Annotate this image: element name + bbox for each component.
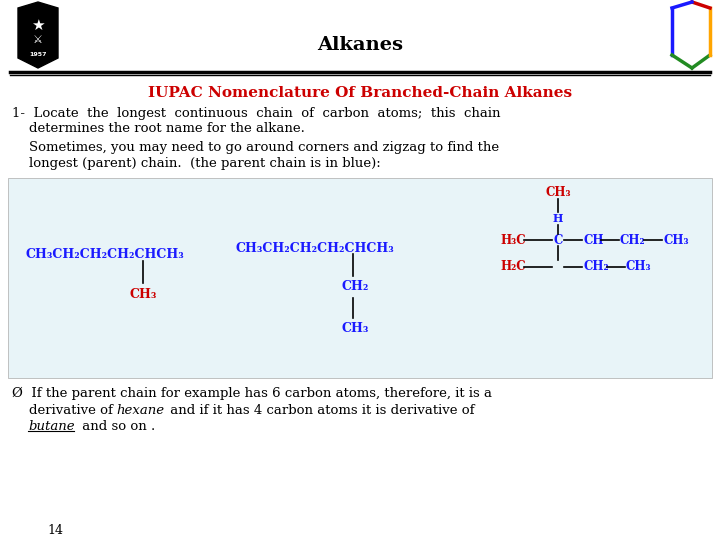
- Text: CH₃CH₂CH₂CH₂CHCH₃: CH₃CH₂CH₂CH₂CHCH₃: [235, 241, 394, 254]
- Text: CH₂: CH₂: [342, 280, 369, 293]
- Text: CH₃: CH₃: [342, 321, 369, 334]
- Text: CH₂: CH₂: [583, 260, 608, 273]
- Text: hexane: hexane: [116, 403, 164, 416]
- Text: CH₃CH₂CH₂CH₂CHCH₃: CH₃CH₂CH₂CH₂CHCH₃: [25, 248, 184, 261]
- Text: butane: butane: [28, 421, 75, 434]
- Text: determines the root name for the alkane.: determines the root name for the alkane.: [12, 122, 305, 134]
- Text: ★: ★: [31, 17, 45, 32]
- Text: 14: 14: [47, 523, 63, 537]
- Text: longest (parent) chain.  (the parent chain is in blue):: longest (parent) chain. (the parent chai…: [12, 157, 381, 170]
- Text: H₂C: H₂C: [500, 260, 526, 273]
- Text: CH₃: CH₃: [663, 233, 688, 246]
- Text: CH₃: CH₃: [626, 260, 652, 273]
- Text: Sometimes, you may need to go around corners and zigzag to find the: Sometimes, you may need to go around cor…: [12, 141, 499, 154]
- Text: CH₃: CH₃: [130, 288, 158, 301]
- Text: 1-  Locate  the  longest  continuous  chain  of  carbon  atoms;  this  chain: 1- Locate the longest continuous chain o…: [12, 106, 500, 119]
- Text: IUPAC Nomenclature Of Branched-Chain Alkanes: IUPAC Nomenclature Of Branched-Chain Alk…: [148, 86, 572, 100]
- Polygon shape: [18, 2, 58, 68]
- FancyBboxPatch shape: [8, 178, 712, 378]
- Text: and so on .: and so on .: [78, 421, 156, 434]
- Text: and if it has 4 carbon atoms it is derivative of: and if it has 4 carbon atoms it is deriv…: [166, 403, 474, 416]
- Text: Ø  If the parent chain for example has 6 carbon atoms, therefore, it is a: Ø If the parent chain for example has 6 …: [12, 387, 492, 400]
- Text: derivative of: derivative of: [12, 403, 117, 416]
- Text: CH₂: CH₂: [620, 233, 646, 246]
- Text: H: H: [553, 213, 563, 225]
- Text: Alkanes: Alkanes: [317, 36, 403, 54]
- Text: H₃C: H₃C: [500, 233, 526, 246]
- Text: C: C: [553, 233, 563, 246]
- Text: CH₃: CH₃: [545, 186, 571, 199]
- Text: ⚔: ⚔: [33, 35, 43, 45]
- Text: 1957: 1957: [30, 52, 47, 57]
- Text: CH: CH: [583, 233, 603, 246]
